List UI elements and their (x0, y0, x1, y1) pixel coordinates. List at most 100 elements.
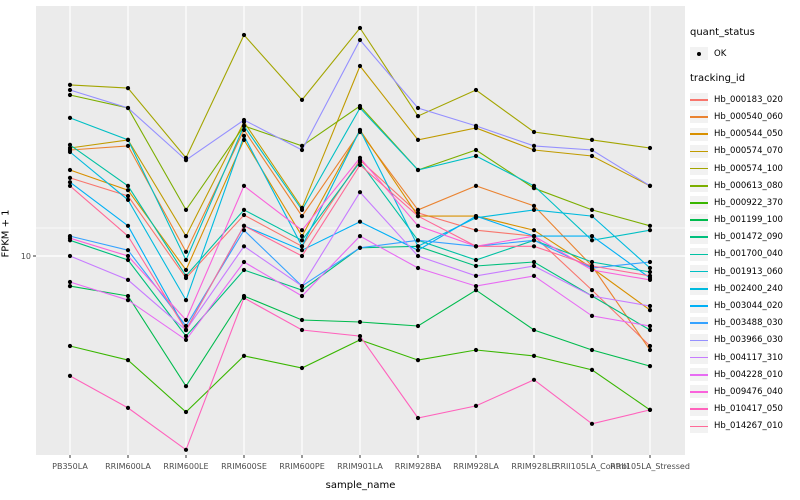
data-point (647, 343, 653, 349)
data-point (589, 347, 595, 353)
data-point (125, 86, 131, 91)
x-tick-label: RRIM600PE (279, 462, 325, 471)
data-point (647, 145, 653, 151)
legend-item-label: Hb_000544_050 (714, 129, 783, 140)
data-point (647, 308, 653, 313)
data-point (125, 298, 131, 303)
legend-item-label: Hb_003966_030 (714, 335, 783, 346)
data-point (473, 273, 479, 278)
data-point (531, 207, 537, 212)
legend-key-box (690, 282, 708, 296)
data-point (241, 183, 247, 188)
data-point (67, 236, 73, 241)
data-point (415, 248, 421, 253)
data-point (125, 293, 131, 299)
data-point (531, 273, 537, 278)
data-point (531, 129, 537, 135)
data-point (67, 183, 73, 188)
data-point (125, 105, 131, 111)
legend-item-label: Hb_000183_020 (714, 94, 783, 105)
data-point (357, 63, 363, 69)
legend-item-label: Hb_003044_020 (714, 301, 783, 312)
legend-key-box (690, 265, 708, 279)
data-point (241, 137, 247, 142)
data-point (125, 358, 131, 363)
data-point (357, 245, 363, 250)
legend-line-swatch (690, 202, 708, 204)
legend-item-Hb_000613_080: Hb_000613_080 (690, 177, 798, 194)
legend-item-Hb_009476_040: Hb_009476_040 (690, 383, 798, 400)
data-point (241, 223, 247, 228)
legend-item-Hb_002400_240: Hb_002400_240 (690, 280, 798, 297)
data-point (357, 234, 363, 239)
legend-item-Hb_003488_030: Hb_003488_030 (690, 315, 798, 332)
data-point (183, 337, 189, 342)
data-point (357, 155, 363, 160)
data-point (241, 32, 247, 38)
data-point (67, 167, 73, 173)
data-point (357, 25, 363, 31)
data-point (183, 334, 189, 339)
data-point (589, 421, 595, 426)
data-point (357, 127, 363, 133)
legend-item-Hb_001913_060: Hb_001913_060 (690, 263, 798, 280)
data-point (589, 267, 595, 273)
data-point (67, 279, 73, 285)
legend-item-Hb_000574_100: Hb_000574_100 (690, 160, 798, 177)
data-point (415, 105, 421, 111)
data-point (531, 234, 537, 239)
data-point (125, 405, 131, 410)
data-point (241, 267, 247, 273)
legend-line-swatch (690, 184, 708, 187)
legend-item-label: Hb_000613_080 (714, 180, 783, 191)
data-point (299, 143, 305, 148)
data-point (183, 317, 189, 323)
data-point (415, 223, 421, 228)
data-point (647, 327, 653, 333)
data-point (67, 175, 73, 180)
data-point (589, 367, 595, 372)
x-tick-label: RRIM600LA (105, 462, 151, 471)
data-point (473, 123, 479, 128)
legend-line-swatch (690, 305, 708, 307)
data-point (125, 248, 131, 253)
legend-item-Hb_003044_020: Hb_003044_020 (690, 297, 798, 314)
data-point (67, 92, 73, 98)
data-point (473, 214, 479, 219)
legend-key-box (690, 110, 708, 124)
data-point (241, 123, 247, 128)
data-point (415, 137, 421, 142)
data-point (589, 207, 595, 212)
legend-key-box (690, 333, 708, 347)
data-point (647, 259, 653, 265)
data-point (473, 244, 479, 249)
data-point (473, 284, 479, 289)
data-point (125, 188, 131, 193)
data-point (125, 197, 131, 202)
legend-line-swatch (690, 356, 708, 359)
data-point (357, 337, 363, 342)
data-point (647, 277, 653, 282)
data-point (647, 269, 653, 275)
x-tick-label: RRII105LA_Stressed (610, 462, 690, 471)
data-point (67, 343, 73, 349)
legend-item-Hb_000922_370: Hb_000922_370 (690, 194, 798, 211)
data-point (183, 447, 189, 452)
data-point (531, 147, 537, 153)
data-point (415, 214, 421, 219)
data-point (183, 257, 189, 263)
legend-key-box (690, 196, 708, 210)
data-point (125, 193, 131, 199)
x-tick-label: RRIM600LE (163, 462, 208, 471)
legend-key-box (690, 230, 708, 244)
legend-item-label: Hb_004117_310 (714, 352, 783, 363)
legend-item-Hb_001199_100: Hb_001199_100 (690, 212, 798, 229)
data-point (299, 284, 305, 289)
data-point (531, 263, 537, 269)
y-tick-label: 10 (21, 252, 31, 261)
data-point (67, 180, 73, 185)
data-point (183, 327, 189, 333)
data-point (589, 147, 595, 153)
data-point (125, 143, 131, 148)
legend-item-Hb_000183_020: Hb_000183_020 (690, 91, 798, 108)
